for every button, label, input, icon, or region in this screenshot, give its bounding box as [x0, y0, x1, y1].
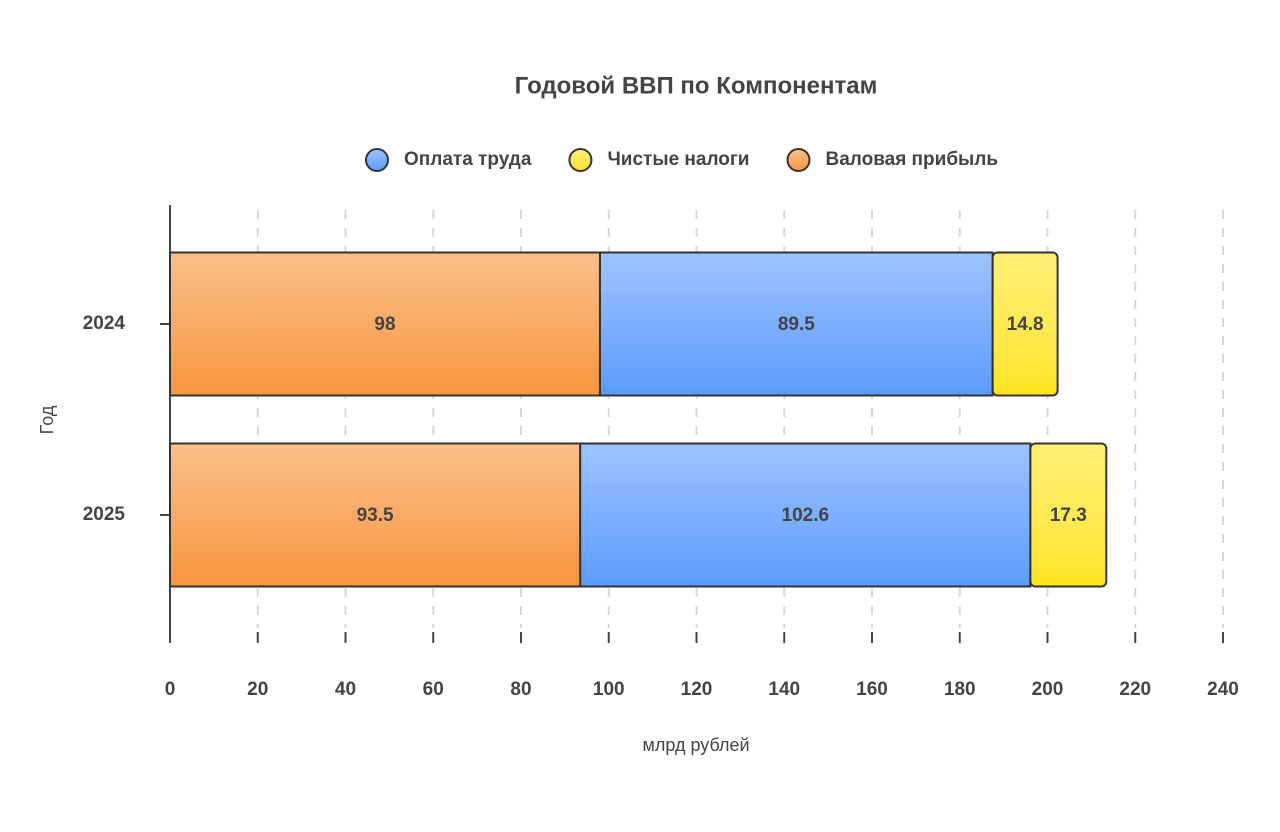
legend-marker — [568, 148, 593, 172]
value-label: 102.6 — [782, 505, 830, 526]
value-label: 89.5 — [778, 314, 815, 335]
x-tick-label: 220 — [1119, 679, 1151, 700]
y-tick-label: 2024 — [83, 313, 126, 334]
legend-label: Чистые налоги — [607, 149, 749, 170]
x-tick-label: 80 — [510, 679, 531, 700]
legend-label: Оплата труда — [404, 149, 532, 170]
x-tick-label: 20 — [247, 679, 268, 700]
bar-segment — [169, 442, 582, 588]
x-tick-label: 180 — [944, 679, 976, 700]
bar-segment — [169, 251, 601, 397]
bar-segment — [579, 442, 1032, 588]
bar-segment — [991, 251, 1059, 397]
value-label: 93.5 — [357, 505, 394, 526]
value-label: 14.8 — [1007, 314, 1044, 335]
bar-segment — [598, 251, 994, 397]
x-tick-label: 60 — [423, 679, 444, 700]
legend-marker — [365, 148, 389, 172]
x-tick-label: 200 — [1032, 679, 1064, 700]
x-axis-title: млрд рублей — [642, 735, 749, 755]
x-tick-label: 240 — [1207, 679, 1239, 700]
x-tick-label: 160 — [856, 679, 888, 700]
value-label: 98 — [374, 314, 395, 335]
legend-label: Валовая прибыль — [825, 149, 998, 170]
y-tick-label: 2025 — [83, 504, 126, 525]
y-axis-title: Год — [37, 405, 57, 434]
legend-marker — [786, 148, 811, 172]
x-tick-label: 100 — [593, 679, 625, 700]
bar-segment — [1029, 442, 1108, 588]
x-tick-label: 120 — [681, 679, 713, 700]
chart-title: Годовой ВВП по Компонентам — [515, 72, 878, 99]
value-label: 17.3 — [1050, 505, 1087, 526]
x-tick-label: 140 — [768, 679, 800, 700]
x-tick-label: 40 — [335, 679, 356, 700]
x-tick-label: 0 — [165, 679, 176, 700]
